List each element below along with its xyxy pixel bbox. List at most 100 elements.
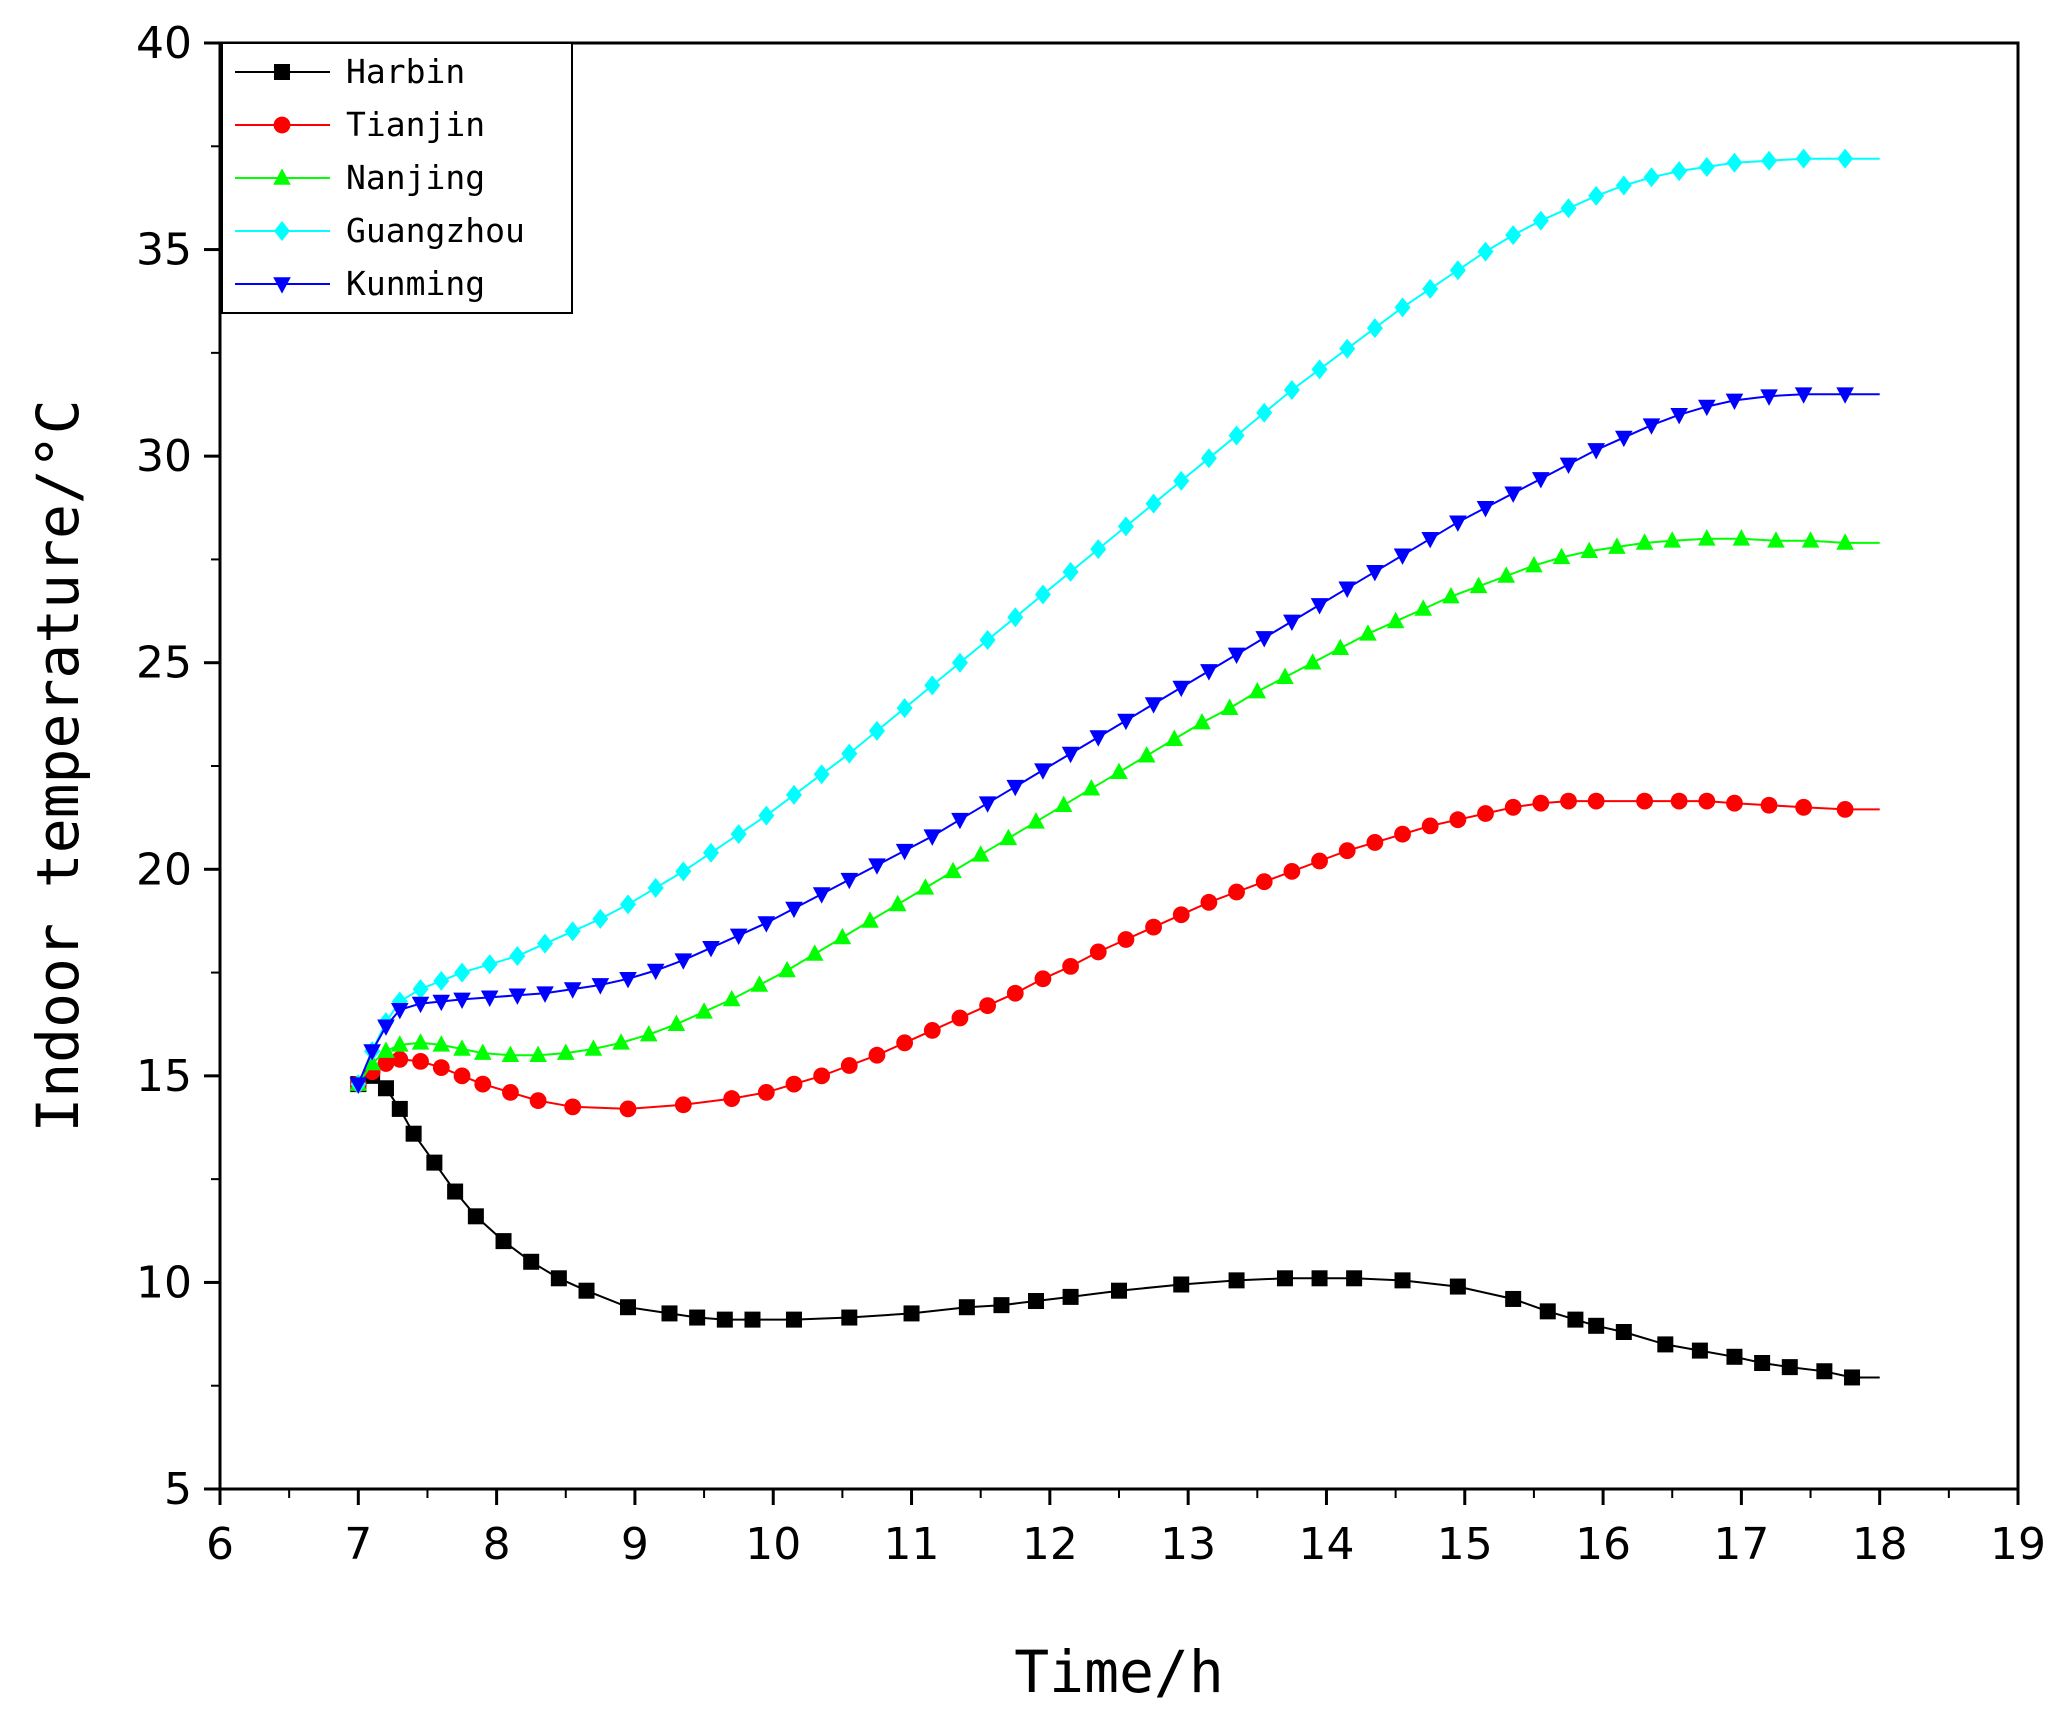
data-point-nanjing — [1027, 812, 1045, 829]
data-point-guangzhou — [592, 908, 609, 929]
data-point-nanjing — [501, 1045, 520, 1062]
data-point-harbin — [1754, 1354, 1771, 1371]
data-point-harbin — [391, 1100, 408, 1117]
data-point-harbin — [1311, 1270, 1328, 1287]
data-point-nanjing — [1165, 729, 1184, 746]
data-point-nanjing — [861, 911, 879, 928]
legend-entry-nanjing: Nanjing — [235, 158, 485, 197]
legend-marker-tianjin — [273, 116, 291, 134]
data-point-nanjing — [473, 1043, 492, 1060]
data-point-guangzhou — [702, 842, 719, 863]
data-point-guangzhou — [1173, 470, 1190, 491]
data-point-guangzhou — [1505, 225, 1522, 246]
data-point-kunming — [1587, 443, 1605, 460]
data-point-kunming — [729, 928, 748, 945]
data-point-nanjing — [1663, 531, 1682, 548]
data-point-guangzhou — [1422, 278, 1439, 299]
data-point-tianjin — [1117, 931, 1135, 948]
data-point-guangzhou — [1090, 539, 1107, 560]
data-point-nanjing — [529, 1045, 547, 1062]
data-point-kunming — [1698, 399, 1716, 417]
data-point-tianjin — [923, 1022, 941, 1039]
data-point-kunming — [757, 916, 776, 933]
data-point-nanjing — [944, 861, 962, 879]
data-point-harbin — [447, 1183, 464, 1200]
data-point-guangzhou — [1034, 584, 1051, 605]
data-point-kunming — [785, 901, 803, 919]
data-point-nanjing — [1137, 746, 1156, 763]
x-tick-label: 9 — [621, 1519, 649, 1570]
data-point-tianjin — [619, 1100, 637, 1118]
data-point-tianjin — [1587, 792, 1605, 810]
data-point-kunming — [1760, 389, 1778, 406]
y-tick-label: 20 — [136, 844, 192, 895]
data-point-kunming — [1642, 418, 1661, 435]
data-point-nanjing — [778, 960, 796, 978]
data-point-tianjin — [1255, 873, 1273, 891]
data-point-nanjing — [1801, 531, 1820, 548]
data-point-guangzhou — [1615, 175, 1632, 196]
data-point-tianjin — [432, 1059, 450, 1076]
y-tick-label: 35 — [136, 225, 192, 276]
data-point-nanjing — [391, 1035, 409, 1052]
data-point-harbin — [523, 1253, 540, 1270]
data-point-nanjing — [833, 927, 852, 945]
data-point-nanjing — [1193, 713, 1211, 730]
data-point-kunming — [1794, 387, 1813, 404]
data-point-guangzhou — [620, 894, 637, 915]
data-point-nanjing — [556, 1043, 575, 1060]
data-point-guangzhou — [1449, 260, 1466, 281]
data-point-nanjing — [667, 1014, 686, 1032]
data-point-tianjin — [896, 1034, 914, 1052]
data-point-kunming — [951, 812, 969, 830]
x-tick-label: 17 — [1713, 1519, 1769, 1570]
data-point-guangzhou — [979, 629, 996, 650]
data-point-tianjin — [502, 1083, 519, 1101]
data-point-tianjin — [1477, 805, 1494, 822]
data-point-guangzhou — [1761, 150, 1778, 171]
data-point-tianjin — [391, 1050, 409, 1068]
y-tick-label: 40 — [136, 18, 192, 69]
data-point-nanjing — [639, 1024, 658, 1042]
data-point-kunming — [508, 988, 527, 1005]
data-point-kunming — [895, 843, 914, 861]
data-point-kunming — [702, 940, 720, 958]
data-point-tianjin — [723, 1090, 741, 1107]
data-point-harbin — [1844, 1369, 1861, 1386]
x-tick-label: 12 — [1022, 1519, 1078, 1570]
data-point-kunming — [1144, 697, 1163, 714]
data-point-guangzhou — [813, 764, 830, 785]
data-point-tianjin — [1089, 943, 1107, 961]
data-point-tianjin — [1449, 811, 1467, 829]
y-tick-label: 25 — [136, 638, 192, 689]
data-point-kunming — [1476, 500, 1495, 518]
legend-marker-harbin — [274, 64, 290, 80]
data-point-nanjing — [1303, 653, 1322, 670]
data-point-kunming — [1421, 531, 1439, 549]
data-point-kunming — [1117, 713, 1135, 731]
data-point-tianjin — [1366, 834, 1384, 851]
x-tick-label: 13 — [1160, 1519, 1216, 1570]
data-point-nanjing — [722, 989, 741, 1007]
y-tick-label: 15 — [136, 1051, 192, 1102]
data-point-nanjing — [1525, 556, 1543, 573]
data-point-tianjin — [1283, 862, 1301, 880]
data-point-kunming — [619, 971, 637, 989]
data-point-tianjin — [564, 1098, 582, 1116]
legend-label-guangzhou: Guangzhou — [346, 211, 525, 250]
data-point-kunming — [536, 986, 554, 1003]
data-point-kunming — [674, 953, 693, 970]
data-point-guangzhou — [1643, 167, 1660, 188]
data-point-kunming — [1532, 472, 1550, 489]
series-tianjin — [349, 792, 1880, 1118]
data-point-harbin — [1449, 1278, 1466, 1295]
data-point-harbin — [377, 1080, 394, 1097]
legend-entry-guangzhou: Guangzhou — [235, 211, 525, 250]
data-point-guangzhou — [647, 877, 664, 898]
data-point-nanjing — [1248, 682, 1267, 699]
data-point-guangzhou — [1228, 425, 1245, 446]
data-point-nanjing — [1082, 779, 1101, 796]
data-point-kunming — [411, 996, 430, 1014]
data-point-nanjing — [1469, 576, 1488, 594]
data-point-guangzhou — [1394, 297, 1411, 318]
